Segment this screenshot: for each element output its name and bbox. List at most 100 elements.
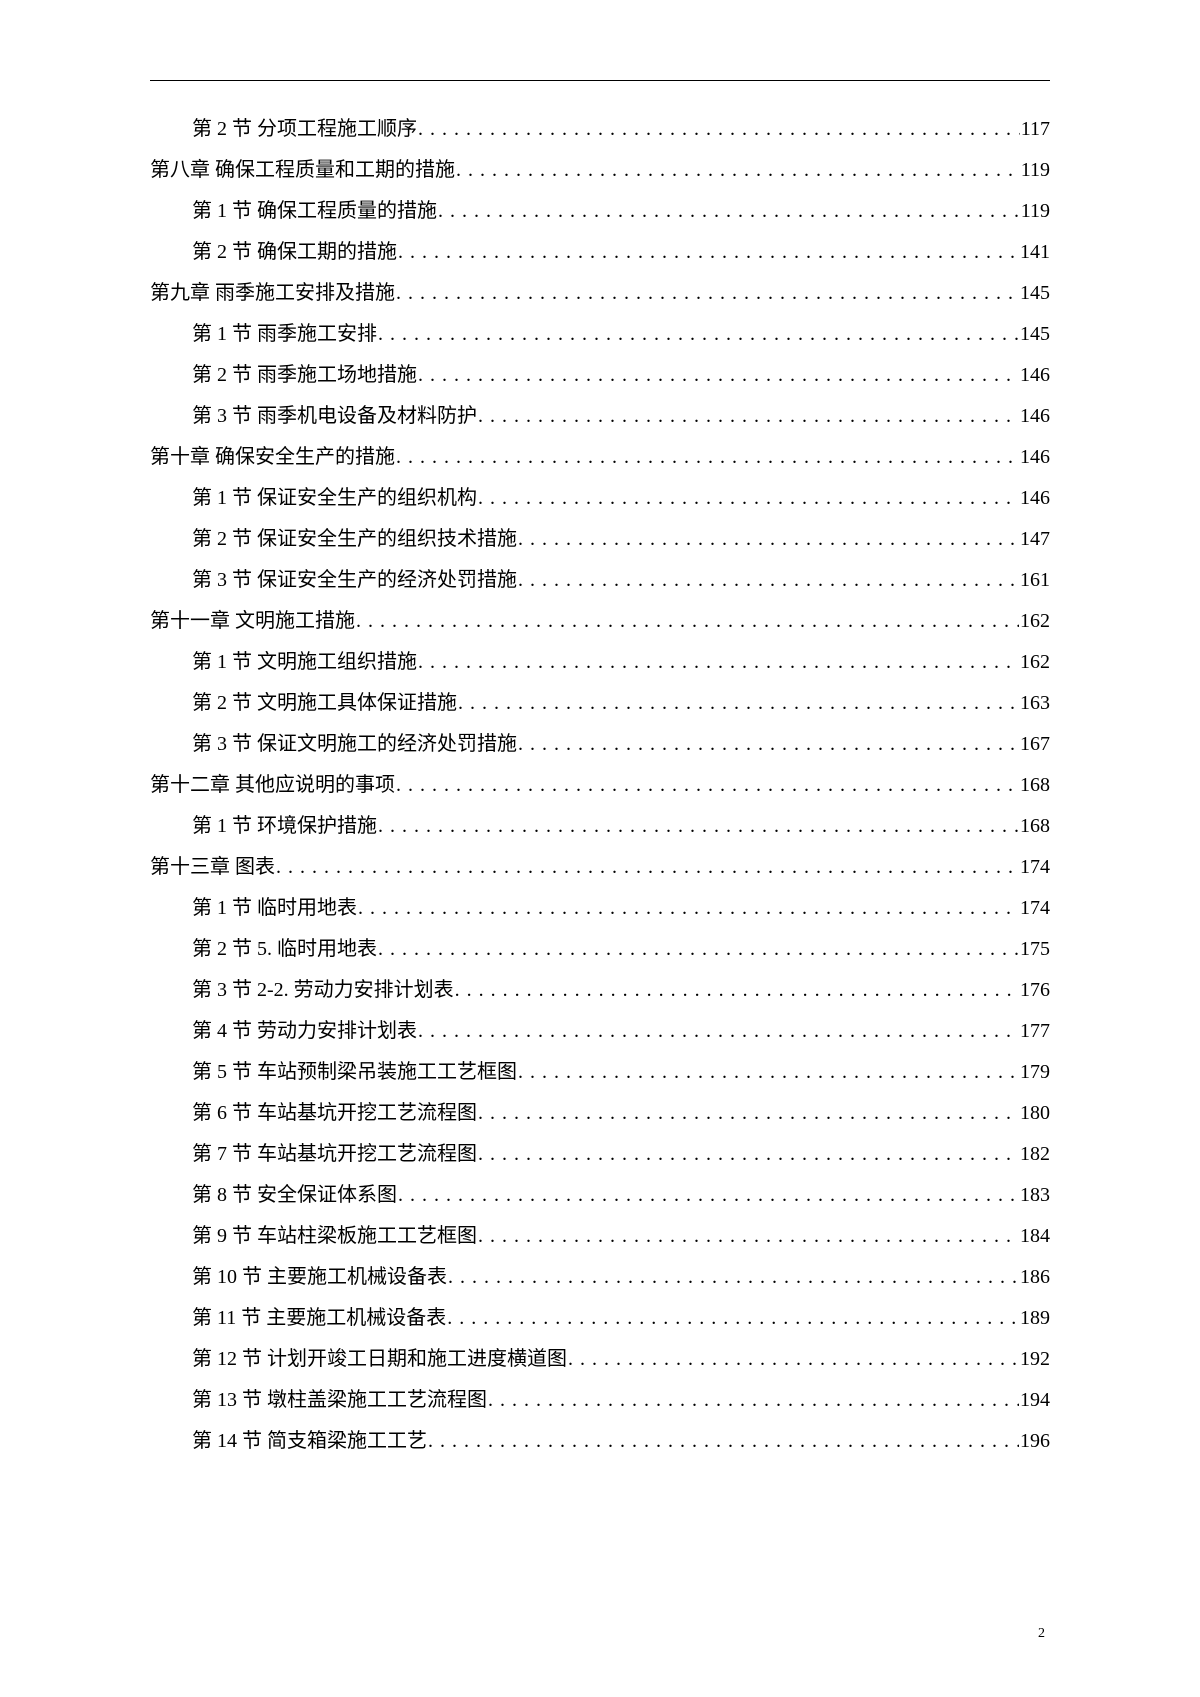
toc-entry-label: 第八章 确保工程质量和工期的措施 xyxy=(150,160,455,180)
toc-entry-page: 174 xyxy=(1020,898,1050,918)
toc-entry-leader: . . . . . . . . . . . . . . . . . . . . … xyxy=(488,1390,1019,1410)
toc-entry-leader: . . . . . . . . . . . . . . . . . . . . … xyxy=(378,324,1019,344)
toc-entry-page: 162 xyxy=(1020,652,1050,672)
toc-entry: 第 1 节 保证安全生产的组织机构. . . . . . . . . . . .… xyxy=(192,488,1050,508)
header-divider xyxy=(150,80,1050,81)
toc-entry-leader: . . . . . . . . . . . . . . . . . . . . … xyxy=(276,857,1019,877)
toc-entry: 第 7 节 车站基坑开挖工艺流程图. . . . . . . . . . . .… xyxy=(192,1144,1050,1164)
toc-entry-leader: . . . . . . . . . . . . . . . . . . . . … xyxy=(447,1308,1019,1328)
toc-entry-leader: . . . . . . . . . . . . . . . . . . . . … xyxy=(448,1267,1019,1287)
toc-entry-label: 第十三章 图表 xyxy=(150,857,275,877)
toc-entry-label: 第 1 节 保证安全生产的组织机构 xyxy=(192,488,477,508)
toc-entry: 第 3 节 保证安全生产的经济处罚措施. . . . . . . . . . .… xyxy=(192,570,1050,590)
toc-entry-page: 176 xyxy=(1020,980,1050,1000)
toc-entry-page: 146 xyxy=(1020,406,1050,426)
toc-entry: 第 9 节 车站柱梁板施工工艺框图. . . . . . . . . . . .… xyxy=(192,1226,1050,1246)
toc-entry: 第 1 节 环境保护措施. . . . . . . . . . . . . . … xyxy=(192,816,1050,836)
toc-entry-leader: . . . . . . . . . . . . . . . . . . . . … xyxy=(458,693,1019,713)
toc-entry-page: 192 xyxy=(1020,1349,1050,1369)
toc-entry-leader: . . . . . . . . . . . . . . . . . . . . … xyxy=(398,1185,1019,1205)
toc-entry-leader: . . . . . . . . . . . . . . . . . . . . … xyxy=(438,201,1020,221)
toc-entry-label: 第 12 节 计划开竣工日期和施工进度横道图 xyxy=(192,1349,567,1369)
toc-entry-label: 第 2 节 5. 临时用地表 xyxy=(192,939,377,959)
toc-entry-label: 第 2 节 确保工期的措施 xyxy=(192,242,397,262)
toc-entry-leader: . . . . . . . . . . . . . . . . . . . . … xyxy=(418,652,1019,672)
toc-entry: 第 14 节 简支箱梁施工工艺. . . . . . . . . . . . .… xyxy=(192,1431,1050,1451)
toc-entry-label: 第十章 确保安全生产的措施 xyxy=(150,447,395,467)
toc-entry: 第 10 节 主要施工机械设备表. . . . . . . . . . . . … xyxy=(192,1267,1050,1287)
toc-entry: 第 2 节 5. 临时用地表. . . . . . . . . . . . . … xyxy=(192,939,1050,959)
toc-entry-leader: . . . . . . . . . . . . . . . . . . . . … xyxy=(428,1431,1019,1451)
toc-entry-leader: . . . . . . . . . . . . . . . . . . . . … xyxy=(478,1103,1019,1123)
toc-entry-page: 163 xyxy=(1020,693,1050,713)
toc-entry: 第十二章 其他应说明的事项. . . . . . . . . . . . . .… xyxy=(150,775,1050,795)
toc-entry: 第 2 节 文明施工具体保证措施. . . . . . . . . . . . … xyxy=(192,693,1050,713)
toc-entry-leader: . . . . . . . . . . . . . . . . . . . . … xyxy=(396,283,1019,303)
toc-entry-leader: . . . . . . . . . . . . . . . . . . . . … xyxy=(418,365,1019,385)
toc-entry-page: 194 xyxy=(1020,1390,1050,1410)
toc-entry-label: 第 3 节 雨季机电设备及材料防护 xyxy=(192,406,477,426)
toc-entry-label: 第 1 节 文明施工组织措施 xyxy=(192,652,417,672)
toc-entry-page: 141 xyxy=(1020,242,1050,262)
toc-entry-label: 第 3 节 2-2. 劳动力安排计划表 xyxy=(192,980,454,1000)
toc-entry-page: 177 xyxy=(1020,1021,1050,1041)
toc-entry-label: 第 11 节 主要施工机械设备表 xyxy=(192,1308,446,1328)
toc-entry-leader: . . . . . . . . . . . . . . . . . . . . … xyxy=(418,1021,1019,1041)
toc-entry-label: 第 3 节 保证安全生产的经济处罚措施 xyxy=(192,570,517,590)
toc-entry-page: 145 xyxy=(1020,283,1050,303)
toc-entry-leader: . . . . . . . . . . . . . . . . . . . . … xyxy=(478,1226,1019,1246)
toc-entry: 第 2 节 分项工程施工顺序. . . . . . . . . . . . . … xyxy=(192,119,1050,139)
toc-entry: 第 11 节 主要施工机械设备表. . . . . . . . . . . . … xyxy=(192,1308,1050,1328)
toc-entry-leader: . . . . . . . . . . . . . . . . . . . . … xyxy=(478,1144,1019,1164)
toc-entry: 第 1 节 文明施工组织措施. . . . . . . . . . . . . … xyxy=(192,652,1050,672)
toc-entry-page: 175 xyxy=(1020,939,1050,959)
toc-entry: 第八章 确保工程质量和工期的措施. . . . . . . . . . . . … xyxy=(150,160,1050,180)
toc-entry-page: 146 xyxy=(1020,447,1050,467)
toc-entry-label: 第 1 节 环境保护措施 xyxy=(192,816,377,836)
toc-entry-page: 146 xyxy=(1020,365,1050,385)
toc-entry-leader: . . . . . . . . . . . . . . . . . . . . … xyxy=(396,775,1019,795)
toc-entry-label: 第 1 节 确保工程质量的措施 xyxy=(192,201,437,221)
toc-entry-page: 183 xyxy=(1020,1185,1050,1205)
toc-entry: 第 3 节 2-2. 劳动力安排计划表. . . . . . . . . . .… xyxy=(192,980,1050,1000)
toc-entry-leader: . . . . . . . . . . . . . . . . . . . . … xyxy=(518,734,1019,754)
toc-entry-label: 第 14 节 简支箱梁施工工艺 xyxy=(192,1431,427,1451)
toc-entry-leader: . . . . . . . . . . . . . . . . . . . . … xyxy=(518,570,1019,590)
toc-entry-page: 186 xyxy=(1020,1267,1050,1287)
toc-entry-label: 第 1 节 临时用地表 xyxy=(192,898,357,918)
toc-entry-leader: . . . . . . . . . . . . . . . . . . . . … xyxy=(378,816,1019,836)
toc-entry-leader: . . . . . . . . . . . . . . . . . . . . … xyxy=(518,1062,1019,1082)
toc-entry: 第 12 节 计划开竣工日期和施工进度横道图. . . . . . . . . … xyxy=(192,1349,1050,1369)
toc-entry-label: 第 3 节 保证文明施工的经济处罚措施 xyxy=(192,734,517,754)
toc-entry: 第十一章 文明施工措施. . . . . . . . . . . . . . .… xyxy=(150,611,1050,631)
toc-entry-label: 第十二章 其他应说明的事项 xyxy=(150,775,395,795)
toc-entry-leader: . . . . . . . . . . . . . . . . . . . . … xyxy=(518,529,1019,549)
toc-entry-label: 第十一章 文明施工措施 xyxy=(150,611,355,631)
toc-entry-page: 147 xyxy=(1020,529,1050,549)
toc-entry-page: 184 xyxy=(1020,1226,1050,1246)
toc-entry-label: 第 2 节 文明施工具体保证措施 xyxy=(192,693,457,713)
toc-entry-label: 第 2 节 雨季施工场地措施 xyxy=(192,365,417,385)
toc-entry-leader: . . . . . . . . . . . . . . . . . . . . … xyxy=(418,119,1020,139)
toc-entry-label: 第 8 节 安全保证体系图 xyxy=(192,1185,397,1205)
toc-entry-leader: . . . . . . . . . . . . . . . . . . . . … xyxy=(356,611,1019,631)
table-of-contents: 第 2 节 分项工程施工顺序 . . . . . . . . . . . . . … xyxy=(150,119,1050,1451)
toc-entry-page: 119 xyxy=(1021,201,1050,221)
toc-entry-page: 167 xyxy=(1020,734,1050,754)
toc-entry-page: 145 xyxy=(1020,324,1050,344)
toc-entry-leader: . . . . . . . . . . . . . . . . . . . . … xyxy=(455,980,1019,1000)
toc-entry-label: 第 7 节 车站基坑开挖工艺流程图 xyxy=(192,1144,477,1164)
toc-entry-leader: . . . . . . . . . . . . . . . . . . . . … xyxy=(478,406,1019,426)
toc-entry: 第 2 节 确保工期的措施. . . . . . . . . . . . . .… xyxy=(192,242,1050,262)
toc-entry: 第 1 节 确保工程质量的措施. . . . . . . . . . . . .… xyxy=(192,201,1050,221)
toc-entry: 第 2 节 保证安全生产的组织技术措施. . . . . . . . . . .… xyxy=(192,529,1050,549)
toc-entry-label: 第 2 节 分项工程施工顺序 xyxy=(192,119,417,139)
toc-entry-page: 161 xyxy=(1020,570,1050,590)
toc-entry-page: 179 xyxy=(1020,1062,1050,1082)
toc-entry-leader: . . . . . . . . . . . . . . . . . . . . … xyxy=(568,1349,1019,1369)
toc-entry-page: 180 xyxy=(1020,1103,1050,1123)
toc-entry: 第 3 节 雨季机电设备及材料防护. . . . . . . . . . . .… xyxy=(192,406,1050,426)
toc-entry-label: 第 4 节 劳动力安排计划表 xyxy=(192,1021,417,1041)
toc-entry: 第 8 节 安全保证体系图. . . . . . . . . . . . . .… xyxy=(192,1185,1050,1205)
toc-entry-page: 162 xyxy=(1020,611,1050,631)
